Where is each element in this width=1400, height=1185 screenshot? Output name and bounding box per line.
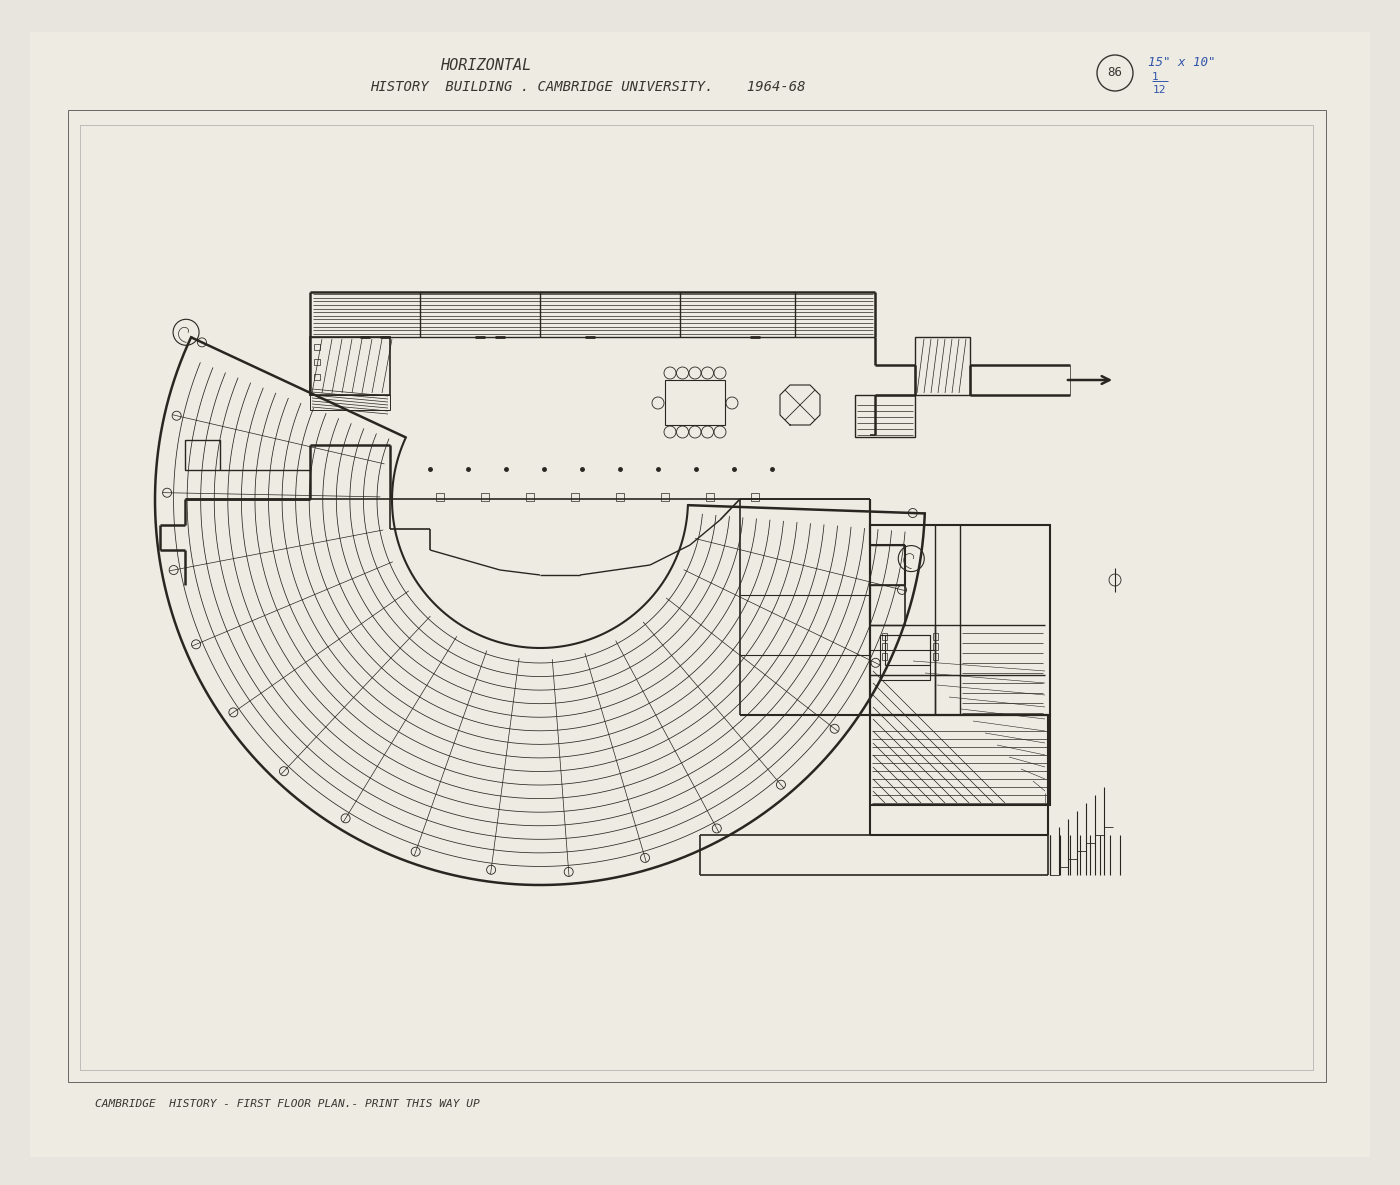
Bar bbox=[309, 337, 391, 395]
Bar bbox=[80, 124, 1313, 1070]
Bar bbox=[869, 525, 1050, 715]
Text: 15" x 10": 15" x 10" bbox=[1148, 57, 1215, 70]
Bar bbox=[881, 635, 930, 680]
Bar bbox=[314, 374, 321, 380]
Bar bbox=[750, 493, 759, 501]
Bar bbox=[932, 633, 938, 640]
Bar bbox=[482, 493, 489, 501]
Bar bbox=[882, 633, 888, 640]
Text: CAMBRIDGE  HISTORY - FIRST FLOOR PLAN.- PRINT THIS WAY UP: CAMBRIDGE HISTORY - FIRST FLOOR PLAN.- P… bbox=[95, 1098, 480, 1109]
Bar bbox=[526, 493, 533, 501]
Bar bbox=[309, 395, 391, 410]
Bar bbox=[916, 337, 970, 395]
Bar bbox=[314, 344, 321, 350]
Bar bbox=[435, 493, 444, 501]
Bar bbox=[185, 440, 220, 470]
Bar bbox=[571, 493, 580, 501]
Bar bbox=[932, 653, 938, 660]
Bar bbox=[869, 715, 1050, 805]
Text: 86: 86 bbox=[1107, 66, 1123, 79]
Bar bbox=[855, 395, 916, 437]
Bar bbox=[661, 493, 669, 501]
Bar bbox=[665, 380, 725, 425]
Bar bbox=[882, 653, 888, 660]
Bar bbox=[932, 643, 938, 651]
Text: HISTORY  BUILDING . CAMBRIDGE UNIVERSITY.    1964-68: HISTORY BUILDING . CAMBRIDGE UNIVERSITY.… bbox=[370, 81, 805, 94]
Bar bbox=[314, 359, 321, 365]
Text: 1: 1 bbox=[1152, 72, 1159, 82]
Bar bbox=[706, 493, 714, 501]
Bar bbox=[69, 110, 1326, 1082]
Bar bbox=[616, 493, 624, 501]
Bar bbox=[885, 635, 930, 665]
Bar bbox=[882, 643, 888, 651]
Text: 12: 12 bbox=[1154, 85, 1166, 95]
Text: HORIZONTAL: HORIZONTAL bbox=[440, 58, 531, 72]
